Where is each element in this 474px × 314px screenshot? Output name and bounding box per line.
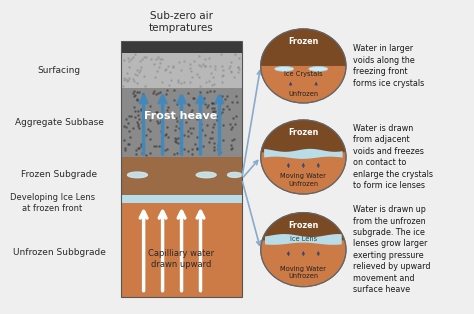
Ellipse shape	[309, 67, 328, 71]
Polygon shape	[264, 149, 343, 159]
Text: Frozen Subgrade: Frozen Subgrade	[21, 171, 97, 179]
Ellipse shape	[261, 213, 346, 287]
Bar	[121, 41, 242, 297]
Text: Aggregate Subbase: Aggregate Subbase	[15, 118, 104, 127]
Text: Frozen: Frozen	[288, 128, 319, 138]
Text: Unfrozen: Unfrozen	[288, 91, 319, 97]
Bar	[121, 157, 242, 195]
Text: Developing Ice Lens
at frozen front: Developing Ice Lens at frozen front	[9, 193, 95, 213]
Polygon shape	[261, 120, 346, 153]
Polygon shape	[261, 29, 346, 66]
Text: Capilliary water
drawn upward: Capilliary water drawn upward	[148, 249, 214, 269]
Bar	[121, 41, 242, 53]
Ellipse shape	[128, 172, 147, 178]
Text: Moving Water
Unfrozen: Moving Water Unfrozen	[281, 173, 326, 187]
Text: Water is drawn
from adjacent
voids and freezes
on contact to
enlarge the crystal: Water is drawn from adjacent voids and f…	[353, 124, 433, 190]
Ellipse shape	[261, 120, 346, 194]
Text: Sub-zero air
tempratures: Sub-zero air tempratures	[149, 11, 213, 33]
Text: Unfrozen Subbgrade: Unfrozen Subbgrade	[13, 248, 106, 257]
Ellipse shape	[274, 67, 294, 71]
Text: Water is drawn up
from the unfrozen
subgrade. The ice
lenses grow larger
exertin: Water is drawn up from the unfrozen subg…	[353, 205, 431, 294]
Text: Moving Water
Unfrozen: Moving Water Unfrozen	[281, 266, 326, 279]
Text: Water in larger
voids along the
freezing front
forms ice crystals: Water in larger voids along the freezing…	[353, 44, 424, 88]
Text: Frost heave: Frost heave	[145, 111, 218, 121]
Text: Frozen: Frozen	[288, 221, 319, 230]
Bar	[121, 88, 242, 157]
Bar	[121, 195, 242, 203]
Bar	[121, 203, 242, 297]
Polygon shape	[265, 234, 342, 245]
Text: Ice Crystals: Ice Crystals	[284, 71, 323, 77]
Polygon shape	[262, 213, 345, 241]
Ellipse shape	[261, 29, 346, 103]
Text: Ice Lens: Ice Lens	[290, 236, 317, 242]
Bar	[121, 53, 242, 88]
Text: Surfacing: Surfacing	[38, 66, 81, 75]
Text: Frozen: Frozen	[288, 37, 319, 46]
Ellipse shape	[196, 172, 216, 178]
Ellipse shape	[228, 172, 242, 177]
